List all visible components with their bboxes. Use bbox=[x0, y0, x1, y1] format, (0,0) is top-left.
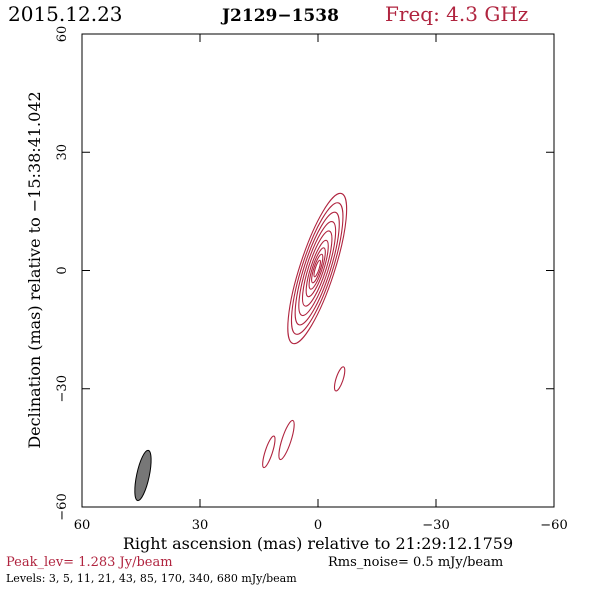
contour-core bbox=[313, 259, 321, 278]
y-axis-label: Declination (mas) relative to −15:38:41.… bbox=[25, 91, 44, 448]
x-tick-label: 30 bbox=[192, 518, 209, 533]
contour-core bbox=[311, 253, 324, 284]
contour-core bbox=[301, 230, 333, 307]
contour-core bbox=[298, 221, 337, 317]
observation-date: 2015.12.23 bbox=[8, 2, 123, 26]
y-tick-label: −30 bbox=[55, 375, 70, 402]
frequency-label: Freq: 4.3 GHz bbox=[385, 2, 528, 26]
contour-core bbox=[287, 192, 348, 345]
contour-core bbox=[294, 211, 340, 326]
contour-core bbox=[305, 239, 329, 298]
beam-ellipse bbox=[134, 449, 152, 502]
x-tick-label: 60 bbox=[74, 518, 91, 533]
contour-core bbox=[308, 247, 326, 290]
source-name: J2129−1538 bbox=[220, 6, 339, 26]
levels-text: Levels: 3, 5, 11, 21, 43, 85, 170, 340, … bbox=[6, 572, 297, 585]
contour-knot-c bbox=[262, 435, 276, 469]
contour-core bbox=[290, 202, 344, 335]
contour-knot-b bbox=[278, 419, 295, 461]
y-tick-label: 30 bbox=[55, 144, 70, 161]
x-tick-label: 0 bbox=[314, 518, 322, 533]
x-axis-label: Right ascension (mas) relative to 21:29:… bbox=[123, 534, 513, 553]
x-tick-label: −60 bbox=[540, 518, 567, 533]
contour-knot-a bbox=[333, 366, 346, 392]
peak-level-text: Peak_lev= 1.283 Jy/beam bbox=[6, 555, 173, 570]
y-tick-label: 60 bbox=[55, 26, 70, 43]
y-tick-label: 0 bbox=[55, 266, 70, 274]
beam-layer bbox=[134, 449, 152, 502]
contour-layer bbox=[262, 192, 348, 469]
y-tick-label: −60 bbox=[55, 493, 70, 520]
rms-noise-text: Rms_noise= 0.5 mJy/beam bbox=[328, 555, 503, 570]
x-axis-ticks: 60 30 0 −30 −60 bbox=[74, 34, 568, 533]
x-tick-label: −30 bbox=[422, 518, 449, 533]
y-axis-ticks: 60 30 0 −30 −60 bbox=[55, 26, 554, 521]
